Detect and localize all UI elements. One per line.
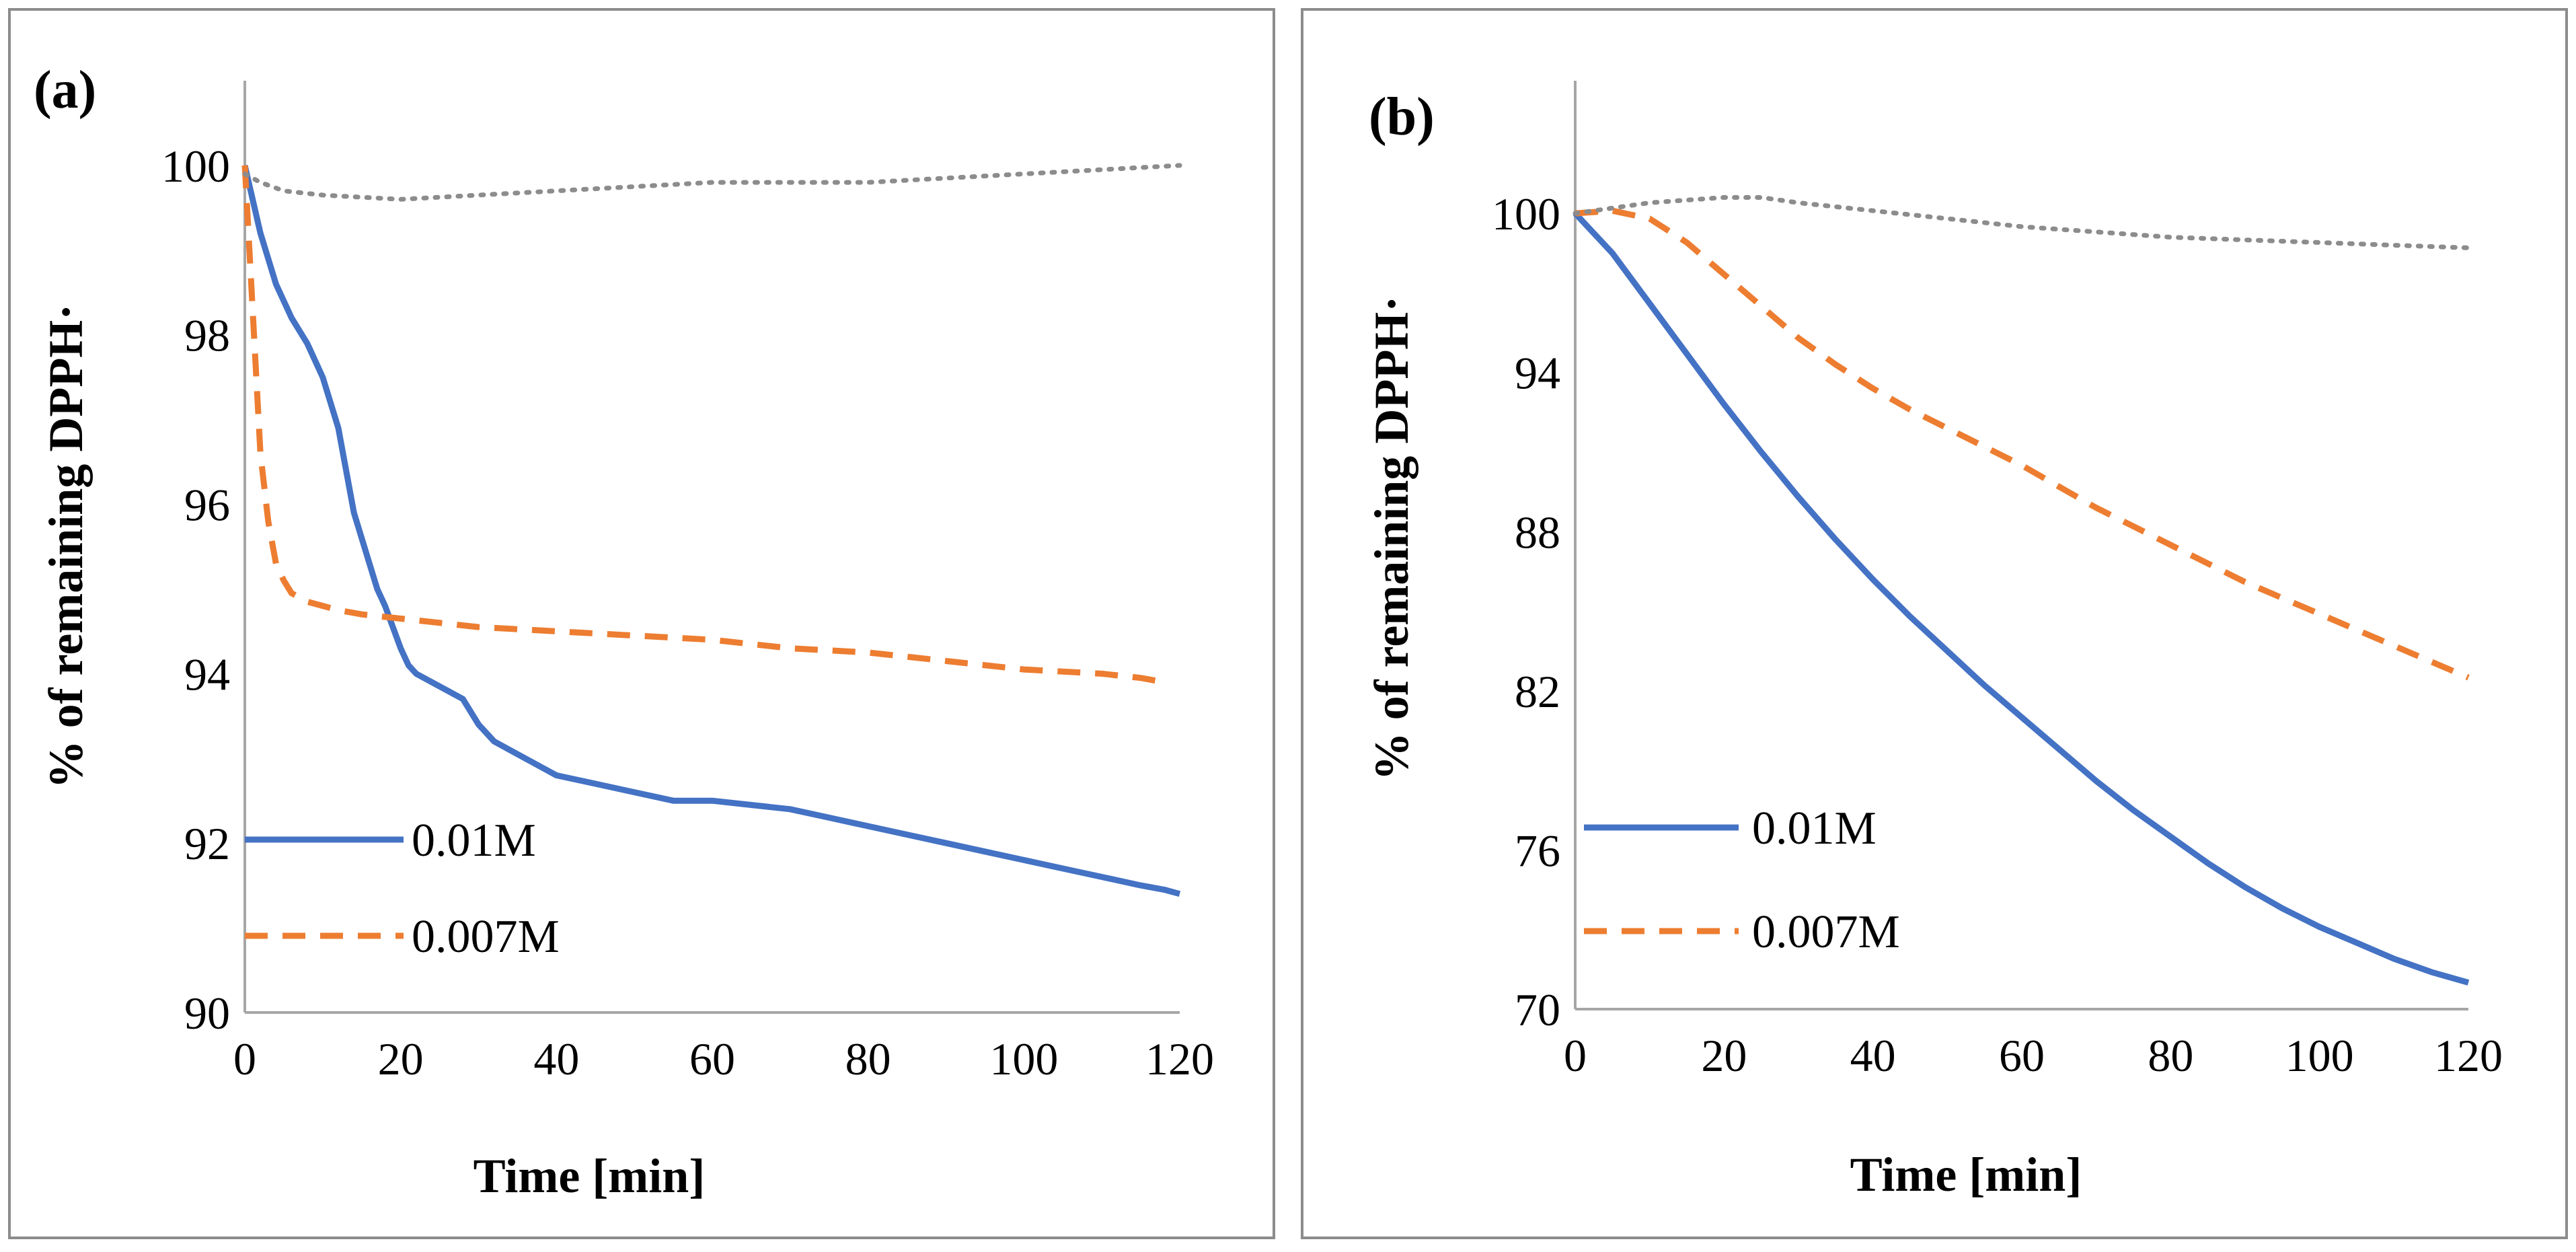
chart-b-y-tick-label-94: 94 [1515,348,1560,399]
chart-a-y-tick-label-98: 98 [184,310,230,361]
chart-b-svg: (b) Time [min] % of remaining DPPH· 0 20 4… [1301,8,2568,1239]
chart-b-x-ticks: 0 20 40 60 80 100 120 [1564,1030,2503,1081]
chart-b-x-tick-label-60: 60 [1999,1030,2045,1081]
chart-b-legend-label-0.007m: 0.007M [1752,906,1900,958]
chart-b-y-tick-label-76: 76 [1515,825,1560,876]
chart-a-legend-label-0.01m: 0.01M [412,815,536,867]
chart-a-frame [8,8,1275,1239]
chart-a-x-tick-label-80: 80 [845,1033,891,1084]
chart-b-frame [1301,8,2568,1239]
chart-b-series-control-line [1573,195,2471,250]
chart-panel-b: (b) Time [min] % of remaining DPPH· 0 20 4… [1288,0,2576,1252]
chart-a-y-axis-title: % of remaining DPPH· [39,304,93,789]
chart-a-series-layer [241,163,1182,897]
chart-b-x-axis-title: Time [min] [1850,1148,2082,1202]
chart-b-x-tick-label-40: 40 [1850,1030,1896,1081]
chart-b-x-tick-label-100: 100 [2285,1030,2354,1081]
chart-b-y-ticks: 70 76 82 88 94 100 [1492,188,1560,1035]
chart-a-x-tick-label-40: 40 [533,1033,579,1084]
chart-b-legend-label-0.01m: 0.01M [1752,803,1877,854]
chart-a-x-tick-label-120: 120 [1145,1033,1214,1084]
chart-b-y-tick-label-88: 88 [1515,507,1560,558]
chart-a-svg: (a) Time [min] % of remaining DPPH· 0 20 4… [8,8,1275,1239]
chart-panel-a: (a) Time [min] % of remaining DPPH· 0 20 4… [8,8,1275,1239]
chart-b-y-axis-title: % of remaining DPPH· [1365,296,1418,781]
chart-a-legend-label-0.007m: 0.007M [412,911,560,963]
chart-b-x-tick-label-120: 120 [2434,1030,2503,1081]
chart-a-y-ticks: 90 92 94 96 98 100 [161,141,230,1039]
chart-a-x-tick-label-0: 0 [233,1033,256,1084]
chart-a-x-tick-label-60: 60 [689,1033,735,1084]
chart-b-legend: 0.01M 0.007M [1584,803,1900,958]
chart-a-panel-label: (a) [34,61,96,120]
chart-a-x-axis-title: Time [min] [473,1149,706,1203]
chart-b-y-tick-label-70: 70 [1515,984,1560,1035]
chart-a-x-ticks: 0 20 40 60 80 100 120 [233,1033,1214,1084]
chart-a-x-tick-label-100: 100 [989,1033,1058,1084]
chart-a-y-tick-label-94: 94 [184,649,230,700]
chart-b-x-tick-label-20: 20 [1701,1030,1747,1081]
chart-a-y-tick-label-90: 90 [184,988,230,1039]
chart-b-y-tick-label-100: 100 [1492,188,1560,240]
chart-a-y-tick-label-96: 96 [184,480,230,531]
chart-a-y-tick-label-92: 92 [184,818,230,869]
chart-a-x-tick-label-20: 20 [378,1033,424,1084]
chart-b-series-0.007m-line [1575,207,2470,681]
chart-b-x-tick-label-80: 80 [2148,1030,2193,1081]
chart-a-y-tick-label-100: 100 [161,141,230,192]
chart-a-series-0.01m-line [241,164,1181,897]
chart-b-series-0.01m-line [1573,211,2470,986]
chart-b-x-tick-label-0: 0 [1564,1030,1587,1081]
chart-a-legend: 0.01M 0.007M [245,815,560,963]
chart-b-y-tick-label-82: 82 [1515,666,1560,717]
chart-b-panel-label: (b) [1369,87,1435,147]
chart-a-series-control-line [242,163,1182,202]
chart-a-series-0.007m-line [241,165,1165,686]
chart-b-series-layer [1573,195,2471,986]
